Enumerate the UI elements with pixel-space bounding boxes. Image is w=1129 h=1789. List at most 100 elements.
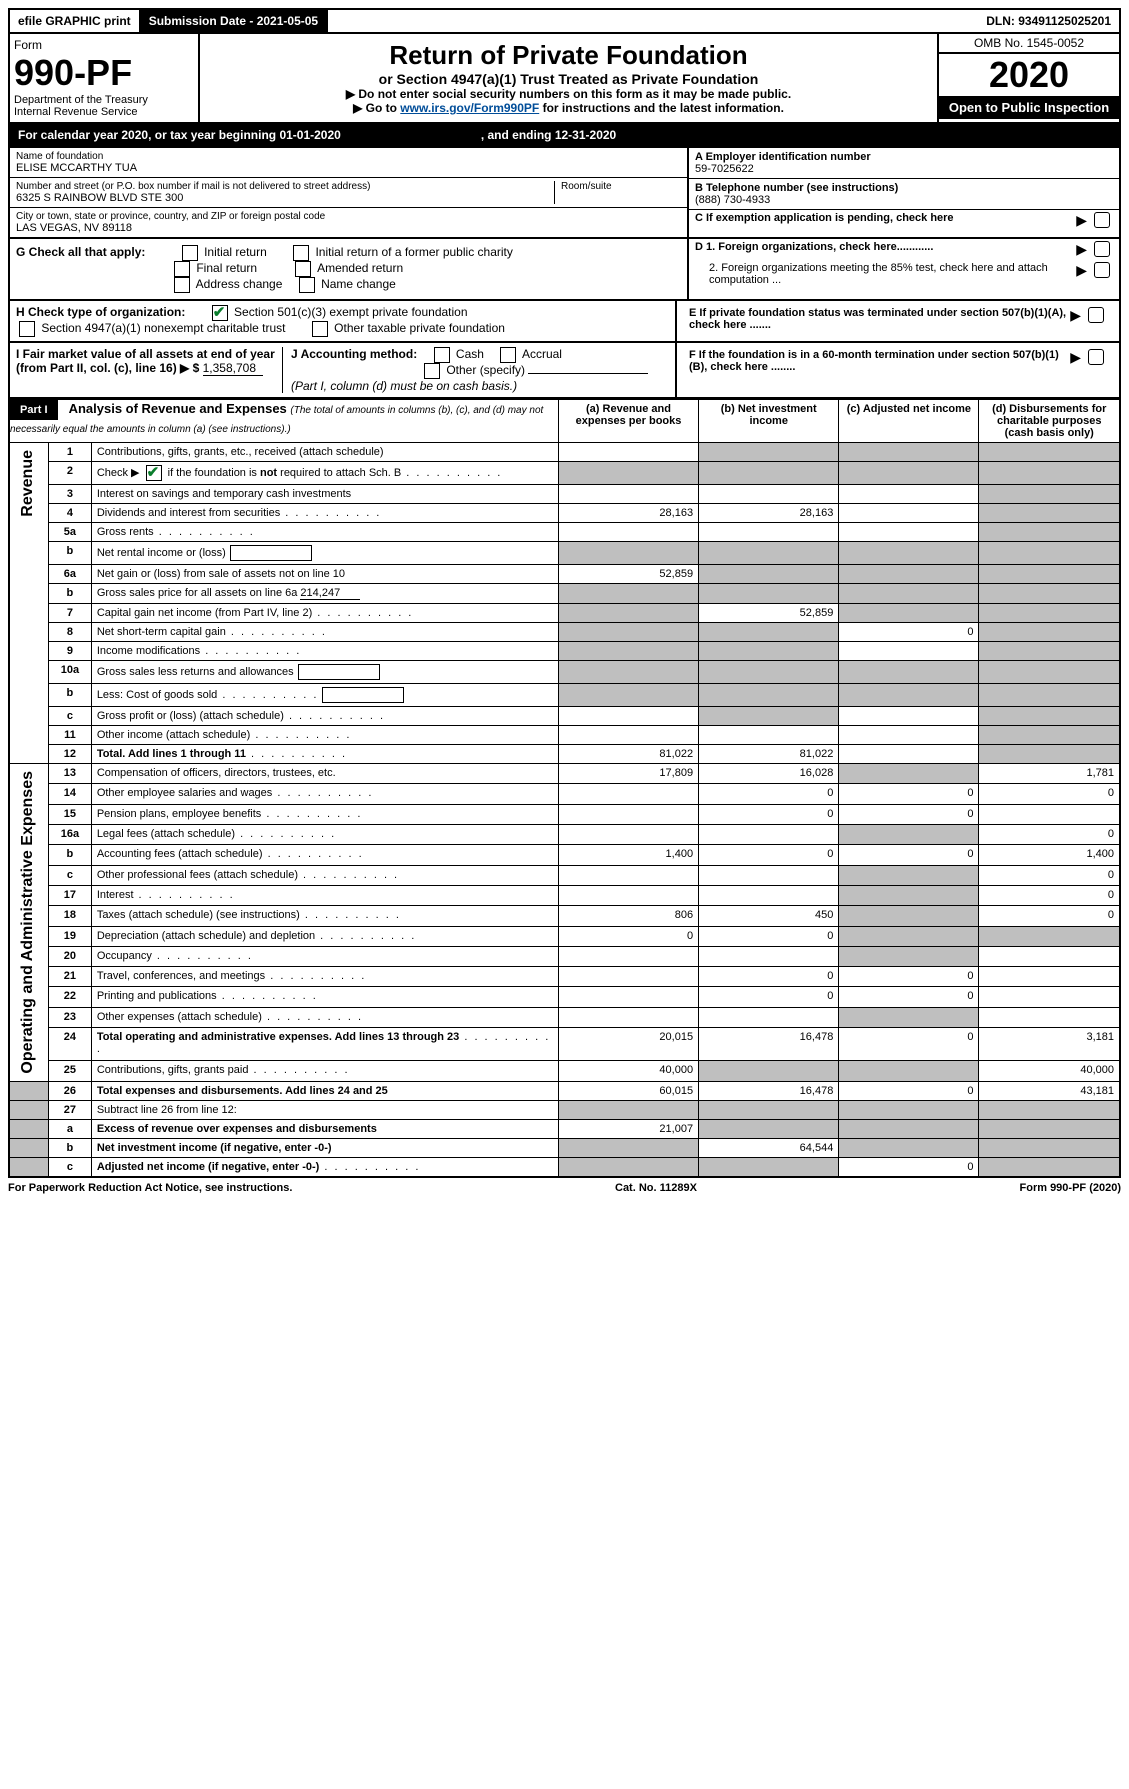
r11-desc: Other income (attach schedule) bbox=[91, 726, 558, 745]
row-19: 19Depreciation (attach schedule) and dep… bbox=[9, 926, 1120, 946]
d1-checkbox[interactable] bbox=[1094, 241, 1110, 257]
j-cash: Cash bbox=[456, 347, 484, 361]
section-i: I Fair market value of all assets at end… bbox=[16, 347, 283, 393]
form-number: 990-PF bbox=[14, 52, 194, 94]
row-27c: cAdjusted net income (if negative, enter… bbox=[9, 1157, 1120, 1177]
r5a-desc: Gross rents bbox=[91, 523, 558, 542]
room-label: Room/suite bbox=[561, 181, 681, 192]
r20-desc: Occupancy bbox=[91, 946, 558, 966]
form-label: Form bbox=[14, 38, 194, 52]
f-label: F If the foundation is in a 60-month ter… bbox=[689, 349, 1066, 373]
r3-desc: Interest on savings and temporary cash i… bbox=[91, 485, 558, 504]
exemption-pending: C If exemption application is pending, c… bbox=[689, 210, 1119, 231]
row-9: 9Income modifications bbox=[9, 642, 1120, 661]
cb-other-taxable[interactable] bbox=[312, 321, 328, 337]
name-cell: Name of foundation ELISE MCCARTHY TUA bbox=[10, 148, 687, 178]
c-checkbox[interactable] bbox=[1094, 212, 1110, 228]
r16c-desc: Other professional fees (attach schedule… bbox=[91, 865, 558, 885]
row-16a: 16aLegal fees (attach schedule)0 bbox=[9, 824, 1120, 844]
cb-4947[interactable] bbox=[19, 321, 35, 337]
g-o4: Amended return bbox=[317, 261, 403, 275]
row-21: 21Travel, conferences, and meetings00 bbox=[9, 967, 1120, 987]
row-18: 18Taxes (attach schedule) (see instructi… bbox=[9, 906, 1120, 926]
cb-initial-return[interactable] bbox=[182, 245, 198, 261]
r8-c: 0 bbox=[839, 623, 979, 642]
cb-address-change[interactable] bbox=[174, 277, 190, 293]
part1-title: Analysis of Revenue and Expenses (The to… bbox=[10, 401, 543, 435]
addr-label: Number and street (or P.O. box number if… bbox=[16, 181, 554, 192]
f-row: F If the foundation is in a 60-month ter… bbox=[683, 347, 1113, 375]
r19-a: 0 bbox=[558, 926, 698, 946]
r16a-d: 0 bbox=[979, 824, 1120, 844]
row-13: Operating and Administrative Expenses 13… bbox=[9, 764, 1120, 784]
form-ref: Form 990-PF (2020) bbox=[1020, 1182, 1122, 1194]
r21-c: 0 bbox=[839, 967, 979, 987]
row-24: 24Total operating and administrative exp… bbox=[9, 1028, 1120, 1061]
r10b-desc: Less: Cost of goods sold bbox=[91, 684, 558, 707]
cb-sch-b[interactable] bbox=[146, 465, 162, 481]
r14-c: 0 bbox=[839, 784, 979, 804]
cb-accrual[interactable] bbox=[500, 347, 516, 363]
form-title: Return of Private Foundation bbox=[206, 40, 931, 71]
cb-amended[interactable] bbox=[295, 261, 311, 277]
city-state-zip: LAS VEGAS, NV 89118 bbox=[16, 222, 681, 234]
arrow-icon: ▶ bbox=[1076, 241, 1087, 258]
row-23: 23Other expenses (attach schedule) bbox=[9, 1007, 1120, 1027]
phone-value: (888) 730-4933 bbox=[695, 194, 1113, 206]
row-6b: bGross sales price for all assets on lin… bbox=[9, 584, 1120, 604]
cb-initial-former[interactable] bbox=[293, 245, 309, 261]
c-label: C If exemption application is pending, c… bbox=[695, 212, 1072, 224]
cb-name-change[interactable] bbox=[299, 277, 315, 293]
r12-desc: Total. Add lines 1 through 11 bbox=[91, 745, 558, 764]
r26-c: 0 bbox=[839, 1081, 979, 1100]
revenue-label: Revenue bbox=[9, 443, 48, 764]
r14-b: 0 bbox=[699, 784, 839, 804]
g-o1: Initial return bbox=[204, 245, 267, 259]
dln: DLN: 93491125025201 bbox=[978, 10, 1119, 32]
irs-link[interactable]: www.irs.gov/Form990PF bbox=[400, 101, 539, 115]
cb-final-return[interactable] bbox=[174, 261, 190, 277]
city-label: City or town, state or province, country… bbox=[16, 211, 681, 222]
h-o1: Section 501(c)(3) exempt private foundat… bbox=[234, 305, 467, 319]
r15-b: 0 bbox=[699, 804, 839, 824]
cb-cash[interactable] bbox=[434, 347, 450, 363]
j-label: J Accounting method: bbox=[291, 347, 417, 361]
section-f: F If the foundation is in a 60-month ter… bbox=[675, 343, 1119, 397]
r7-b: 52,859 bbox=[699, 604, 839, 623]
row-16b: bAccounting fees (attach schedule)1,4000… bbox=[9, 845, 1120, 865]
r2-post: if the foundation is not required to att… bbox=[168, 467, 402, 479]
r17-d: 0 bbox=[979, 885, 1120, 905]
d2-label: 2. Foreign organizations meeting the 85%… bbox=[695, 262, 1072, 286]
header-right: OMB No. 1545-0052 2020 Open to Public In… bbox=[937, 34, 1119, 122]
instr2-post: for instructions and the latest informat… bbox=[539, 101, 784, 115]
g-o2: Initial return of a former public charit… bbox=[315, 245, 512, 259]
r18-a: 806 bbox=[558, 906, 698, 926]
row-11: 11Other income (attach schedule) bbox=[9, 726, 1120, 745]
instr2-pre: ▶ Go to bbox=[353, 101, 400, 115]
cb-other-method[interactable] bbox=[424, 363, 440, 379]
expenses-label: Operating and Administrative Expenses bbox=[9, 764, 48, 1082]
col-d-header: (d) Disbursements for charitable purpose… bbox=[979, 400, 1120, 443]
row-3: 3Interest on savings and temporary cash … bbox=[9, 485, 1120, 504]
j-accrual: Accrual bbox=[522, 347, 562, 361]
row-5b: bNet rental income or (loss) bbox=[9, 542, 1120, 565]
d2-checkbox[interactable] bbox=[1094, 262, 1110, 278]
part1-badge: Part I bbox=[10, 400, 58, 420]
r25-d: 40,000 bbox=[979, 1061, 1120, 1081]
f-checkbox[interactable] bbox=[1088, 349, 1104, 365]
r16b-d: 1,400 bbox=[979, 845, 1120, 865]
r24-b: 16,478 bbox=[699, 1028, 839, 1061]
r13-a: 17,809 bbox=[558, 764, 698, 784]
r26-d: 43,181 bbox=[979, 1081, 1120, 1100]
col-a-header: (a) Revenue and expenses per books bbox=[558, 400, 698, 443]
e-checkbox[interactable] bbox=[1088, 307, 1104, 323]
info-section: Name of foundation ELISE MCCARTHY TUA Nu… bbox=[8, 148, 1121, 239]
cat-no: Cat. No. 11289X bbox=[615, 1182, 697, 1194]
r10a-desc: Gross sales less returns and allowances bbox=[91, 661, 558, 684]
col-b-header: (b) Net investment income bbox=[699, 400, 839, 443]
cb-501c3[interactable] bbox=[212, 305, 228, 321]
part1-title-text: Analysis of Revenue and Expenses bbox=[69, 401, 287, 416]
instruction-1: ▶ Do not enter social security numbers o… bbox=[206, 87, 931, 101]
r2-pre: Check ▶ bbox=[97, 467, 140, 479]
row-7: 7Capital gain net income (from Part IV, … bbox=[9, 604, 1120, 623]
